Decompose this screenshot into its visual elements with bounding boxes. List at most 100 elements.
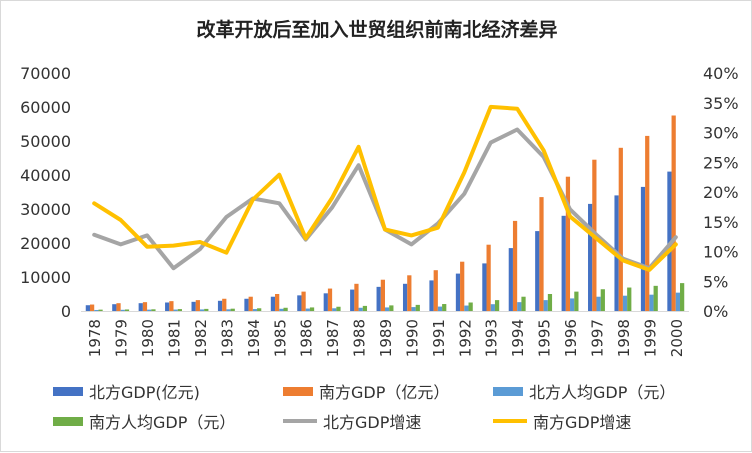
x-tick-label: 1995 xyxy=(536,319,554,357)
bar xyxy=(402,283,408,311)
legend-swatch xyxy=(283,386,313,396)
bar xyxy=(327,288,333,311)
bar xyxy=(385,307,390,311)
bar xyxy=(671,115,676,311)
bar xyxy=(482,263,487,311)
bar xyxy=(217,300,223,311)
legend-label: 南方GDP增速 xyxy=(533,413,632,432)
y-left-tick-label: 40000 xyxy=(20,166,71,185)
bar xyxy=(244,298,249,311)
x-tick-label: 1998 xyxy=(615,319,633,357)
bar xyxy=(323,293,328,311)
bar xyxy=(486,244,491,311)
bar xyxy=(389,305,394,311)
x-tick-label: 1989 xyxy=(377,319,395,357)
bar xyxy=(627,287,632,311)
legend-swatch xyxy=(53,386,83,396)
bar xyxy=(433,270,438,311)
bar xyxy=(257,308,262,311)
bar xyxy=(517,302,522,311)
bar xyxy=(508,248,513,311)
y-left-tick-label: 60000 xyxy=(20,98,71,117)
y-right-tick-label: 40% xyxy=(703,64,739,83)
x-tick-label: 1979 xyxy=(113,319,131,357)
x-tick-label: 1981 xyxy=(166,319,184,357)
x-tick-label: 1983 xyxy=(218,319,236,357)
bar xyxy=(89,304,95,311)
x-tick-label: 2000 xyxy=(668,319,686,357)
legend-swatch xyxy=(493,386,523,396)
y-right-tick-label: 15% xyxy=(703,213,739,232)
y-right-tick-label: 10% xyxy=(703,243,739,262)
x-tick-label: 1986 xyxy=(298,319,316,357)
bar xyxy=(539,197,544,311)
legend-swatch xyxy=(53,416,83,426)
legend-item: 北方人均GDP（元） xyxy=(493,379,675,403)
bar xyxy=(442,304,447,311)
bar xyxy=(588,203,593,311)
bar xyxy=(252,309,258,311)
bar xyxy=(116,303,121,311)
legend-swatch xyxy=(283,419,317,423)
legend-label: 北方GDP(亿元) xyxy=(89,383,200,402)
bar xyxy=(112,304,117,311)
bar xyxy=(680,283,685,311)
y-left-tick-label: 50000 xyxy=(20,132,71,151)
y-left-tick-label: 0 xyxy=(61,302,71,321)
legend-label: 北方人均GDP（元） xyxy=(529,383,676,402)
y-right-tick-label: 5% xyxy=(703,272,728,291)
bar xyxy=(204,308,209,311)
bar xyxy=(138,303,143,311)
bar xyxy=(455,273,461,311)
legend-label: 北方GDP增速 xyxy=(323,413,422,432)
legend-label: 南方GDP（亿元） xyxy=(319,383,450,402)
x-tick-label: 1985 xyxy=(271,319,289,357)
bar xyxy=(618,147,623,311)
bar xyxy=(429,280,434,311)
bar xyxy=(147,309,152,311)
bar xyxy=(283,307,288,311)
x-tick-label: 1990 xyxy=(403,319,421,357)
bar xyxy=(248,296,253,311)
bar xyxy=(230,308,235,311)
bar xyxy=(151,309,156,311)
y-right-tick-label: 0% xyxy=(703,302,728,321)
bar xyxy=(222,298,227,311)
bar xyxy=(407,275,412,311)
bar xyxy=(279,308,284,311)
y-left-tick-label: 30000 xyxy=(20,200,71,219)
y-left-tick-label: 10000 xyxy=(20,268,71,287)
bar xyxy=(667,171,672,311)
bar xyxy=(226,309,231,311)
bar xyxy=(376,286,381,311)
x-tick-label: 1982 xyxy=(192,319,210,357)
bar xyxy=(124,309,130,311)
legend-item: 南方人均GDP（元） xyxy=(53,409,235,433)
bar xyxy=(649,294,654,311)
bar xyxy=(535,231,540,311)
x-tick-label: 1993 xyxy=(483,319,501,357)
bar xyxy=(173,309,178,311)
bar xyxy=(199,309,205,311)
bar xyxy=(120,309,125,311)
bar xyxy=(561,215,566,311)
x-tick-label: 1984 xyxy=(245,319,263,357)
bar xyxy=(565,176,571,311)
bar xyxy=(574,291,579,311)
legend-item: 南方GDP增速 xyxy=(493,409,631,433)
bar xyxy=(362,305,368,311)
bar xyxy=(380,279,385,311)
bar xyxy=(645,135,650,311)
x-tick-label: 1991 xyxy=(430,319,448,357)
legend-swatch xyxy=(493,419,527,423)
x-tick-label: 1999 xyxy=(641,319,659,357)
y-right-tick-label: 20% xyxy=(703,183,739,202)
bar xyxy=(547,294,553,311)
bar xyxy=(570,298,575,311)
bar xyxy=(640,186,646,311)
x-tick-label: 1996 xyxy=(562,319,580,357)
bar xyxy=(415,304,420,311)
bar xyxy=(270,296,276,311)
